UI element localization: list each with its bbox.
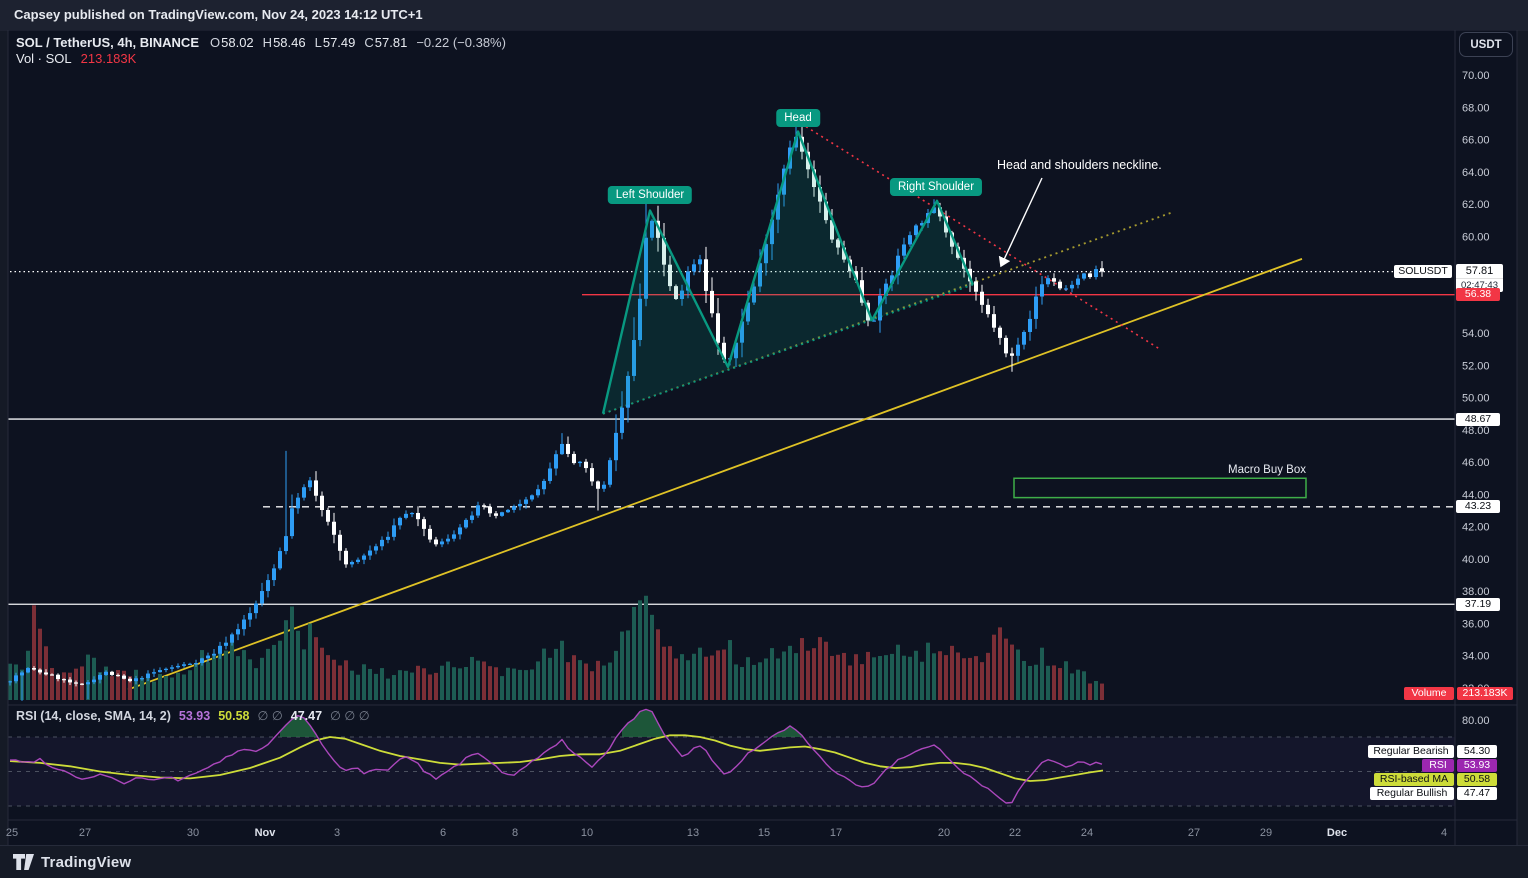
price-tick: 68.00 xyxy=(1462,102,1490,114)
attribution-text: Capsey published on TradingView.com, Nov… xyxy=(14,7,423,22)
time-tick-15: 15 xyxy=(758,827,770,839)
rsi-empty-values: ∅ ∅ xyxy=(257,709,283,723)
symbol-title[interactable]: SOL / TetherUS, 4h, BINANCE xyxy=(16,35,199,50)
ohlc-low: L57.49 xyxy=(314,35,356,50)
time-tick-8: 8 xyxy=(512,827,518,839)
current-price-label: 57.81 02:47:43 xyxy=(1456,263,1503,292)
price-label-56.38: 56.38 xyxy=(1456,288,1500,302)
yellow-uptrend[interactable] xyxy=(127,258,1303,691)
rsi-label-regular-bullish: Regular Bullish xyxy=(1370,787,1454,800)
price-label-37.19: 37.19 xyxy=(1456,597,1500,611)
ohlc-close: C57.81 xyxy=(364,35,408,50)
price-label-43.23: 43.23 xyxy=(1456,500,1500,514)
price-tick: 44.00 xyxy=(1462,489,1490,501)
time-tick-6: 6 xyxy=(440,827,446,839)
left-shoulder-label[interactable]: Left Shoulder xyxy=(607,186,693,204)
change-value: −0.22 (−0.38%) xyxy=(416,35,506,50)
rsi-title: RSI (14, close, SMA, 14, 2) xyxy=(16,709,171,723)
price-tick: 66.00 xyxy=(1462,135,1490,147)
price-tick: 36.00 xyxy=(1462,618,1490,630)
time-tick-Dec: Dec xyxy=(1327,827,1347,839)
rsi-value-53.93: 53.93 xyxy=(1457,759,1497,772)
rsi-value-50.58: 50.58 xyxy=(1457,773,1497,786)
volume-axis-value: 213.183K xyxy=(1457,687,1513,700)
rsi-indicator-legend[interactable]: RSI (14, close, SMA, 14, 2) 53.93 50.58 … xyxy=(16,708,370,723)
attribution-bar: Capsey published on TradingView.com, Nov… xyxy=(0,0,1528,30)
rsi-label-rsi-based-ma: RSI-based MA xyxy=(1374,773,1454,786)
price-tick: 34.00 xyxy=(1462,651,1490,663)
tradingview-logo[interactable]: TradingView xyxy=(13,854,131,871)
time-tick-30: 30 xyxy=(187,827,199,839)
time-tick-27: 27 xyxy=(1188,827,1200,839)
rsi-ma-value: 50.58 xyxy=(218,709,250,723)
time-tick-Nov: Nov xyxy=(255,827,277,839)
price-tick: 48.00 xyxy=(1462,425,1490,437)
tradingview-brand-text: TradingView xyxy=(41,853,132,871)
rsi-empty-values-2: ∅ ∅ ∅ xyxy=(330,709,370,723)
volume-indicator-label[interactable]: Vol · SOL xyxy=(16,51,72,66)
candlestick-series xyxy=(8,126,1104,701)
price-label-48.67: 48.67 xyxy=(1456,412,1500,426)
time-tick-17: 17 xyxy=(830,827,842,839)
macro-buy-box-label[interactable]: Macro Buy Box xyxy=(1228,464,1306,476)
price-tick: 50.00 xyxy=(1462,393,1490,405)
time-tick-22: 22 xyxy=(1009,827,1021,839)
rsi-tick: 80.00 xyxy=(1462,715,1490,727)
rsi-value-54.30: 54.30 xyxy=(1457,745,1497,758)
ohlc-open: O58.02 xyxy=(210,35,254,50)
time-tick-13: 13 xyxy=(687,827,699,839)
ohlc-high: H58.46 xyxy=(262,35,306,50)
rsi-hidden-value: 47.47 xyxy=(290,709,323,723)
rsi-label-regular-bearish: Regular Bearish xyxy=(1368,745,1454,758)
price-tick: 64.00 xyxy=(1462,167,1490,179)
price-tick: 62.00 xyxy=(1462,199,1490,211)
currency-toggle-button[interactable]: USDT xyxy=(1459,32,1513,57)
price-tick: 60.00 xyxy=(1462,231,1490,243)
rsi-value-47.47: 47.47 xyxy=(1457,787,1497,800)
rsi-ma-line xyxy=(9,734,1104,782)
volume-indicator-value: 213.183K xyxy=(80,51,137,66)
price-tick: 46.00 xyxy=(1462,457,1490,469)
rsi-line xyxy=(9,708,1103,804)
bear-dotted[interactable] xyxy=(805,125,1161,350)
symbol-price-label: SOLUSDT xyxy=(1394,265,1452,279)
price-tick: 38.00 xyxy=(1462,586,1490,598)
pattern-fill xyxy=(603,131,973,414)
price-tick: 54.00 xyxy=(1462,328,1490,340)
volume-series xyxy=(8,595,1104,700)
time-tick-3: 3 xyxy=(334,827,340,839)
time-tick-4: 4 xyxy=(1441,827,1447,839)
head-and-shoulders-zigzag[interactable] xyxy=(601,130,975,414)
time-tick-27: 27 xyxy=(79,827,91,839)
time-tick-24: 24 xyxy=(1081,827,1093,839)
macro-buy-box[interactable] xyxy=(1013,477,1307,499)
neckline-annotation[interactable]: Head and shoulders neckline. xyxy=(997,158,1162,172)
price-tick: 42.00 xyxy=(1462,522,1490,534)
head-label[interactable]: Head xyxy=(776,109,820,127)
price-tick: 70.00 xyxy=(1462,70,1490,82)
time-tick-29: 29 xyxy=(1260,827,1272,839)
time-tick-10: 10 xyxy=(581,827,593,839)
price-tick: 40.00 xyxy=(1462,554,1490,566)
chart-legend: SOL / TetherUS, 4h, BINANCE O58.02 H58.4… xyxy=(16,35,506,67)
right-shoulder-label[interactable]: Right Shoulder xyxy=(889,178,983,196)
volume-axis-label: Volume xyxy=(1404,687,1454,700)
time-tick-20: 20 xyxy=(938,827,950,839)
time-tick-25: 25 xyxy=(6,827,18,839)
footer-bar: TradingView xyxy=(0,845,1528,878)
rsi-value: 53.93 xyxy=(178,709,211,723)
price-tick: 52.00 xyxy=(1462,360,1490,372)
tradingview-logo-icon xyxy=(13,854,34,870)
neckline-arrow xyxy=(998,177,1043,268)
rsi-label-rsi: RSI xyxy=(1422,759,1454,772)
